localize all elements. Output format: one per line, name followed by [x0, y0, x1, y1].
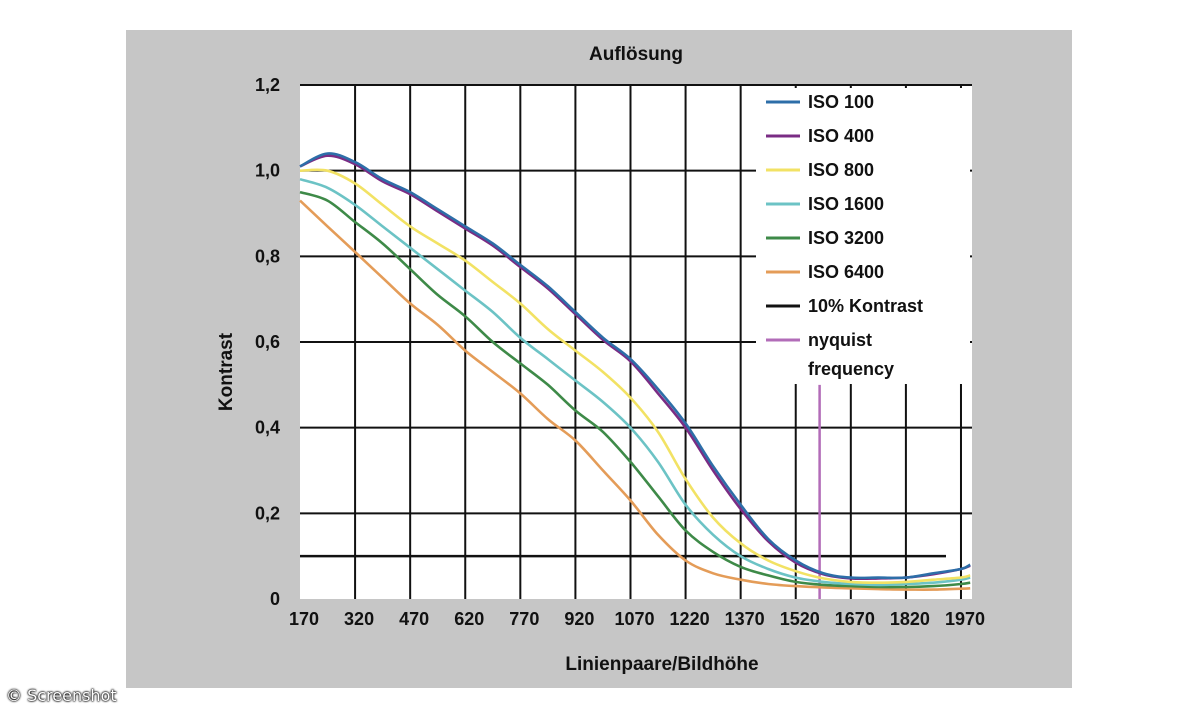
- x-tick-label: 1970: [945, 609, 985, 629]
- legend-label: ISO 6400: [808, 262, 884, 282]
- legend-item: ISO 3200: [766, 228, 884, 248]
- legend-item: ISO 800: [766, 160, 874, 180]
- resolution-chart: Auflösung Kontrast Linienpaare/Bildhöhe …: [216, 44, 985, 675]
- chart-title: Auflösung: [589, 44, 683, 65]
- series-line-iso-6400: [299, 199, 971, 591]
- x-tick-label: 770: [509, 609, 539, 629]
- legend-item: ISO 100: [766, 92, 874, 112]
- x-tick-label: 1520: [780, 609, 820, 629]
- legend-item: ISO 1600: [766, 194, 884, 214]
- legend-label: ISO 1600: [808, 194, 884, 214]
- y-tick-label: 0,4: [255, 418, 280, 438]
- x-tick-label: 1670: [835, 609, 875, 629]
- x-tick-label: 170: [289, 609, 319, 629]
- legend: ISO 100 ISO 400 ISO 800 ISO 1600 ISO 3200 ISO…: [756, 88, 970, 384]
- y-tick-label: 0,8: [255, 246, 280, 266]
- x-tick-label: 1220: [670, 609, 710, 629]
- series-line-iso-100: [299, 152, 971, 580]
- y-tick-label: 0,6: [255, 332, 280, 352]
- series-line-iso-3200: [299, 190, 971, 589]
- legend-item: nyquist frequency: [766, 330, 894, 379]
- legend-label: ISO 100: [808, 92, 874, 112]
- y-tick-label: 0: [270, 589, 280, 609]
- series-line-iso-800: [299, 168, 971, 584]
- series-line-iso-1600: [299, 177, 971, 587]
- legend-item: ISO 400: [766, 126, 874, 146]
- x-tick-label: 1370: [725, 609, 765, 629]
- x-tick-label: 1070: [614, 609, 654, 629]
- x-tick-label: 320: [344, 609, 374, 629]
- series-group: [299, 152, 971, 591]
- reference-lines: [300, 384, 946, 599]
- y-axis-label: Kontrast: [216, 332, 237, 411]
- y-tick-label: 1,2: [255, 75, 280, 95]
- legend-label: 10% Kontrast: [808, 296, 923, 316]
- x-tick-label: 470: [399, 609, 429, 629]
- legend-label: nyquist: [808, 330, 872, 350]
- y-tick-label: 1,0: [255, 161, 280, 181]
- tick-labels: 170 320 470 620 770 920 1070 1220 1370 1520 1670 18…: [255, 75, 985, 629]
- x-tick-label: 920: [564, 609, 594, 629]
- legend-item: 10% Kontrast: [766, 296, 923, 316]
- legend-label: frequency: [808, 359, 894, 379]
- y-tick-label: 0,2: [255, 503, 280, 523]
- legend-label: ISO 800: [808, 160, 874, 180]
- legend-label: ISO 3200: [808, 228, 884, 248]
- x-axis-label: Linienpaare/Bildhöhe: [565, 654, 758, 675]
- x-tick-label: 620: [454, 609, 484, 629]
- chart-panel: Auflösung Kontrast Linienpaare/Bildhöhe …: [126, 30, 1072, 688]
- x-tick-label: 1820: [890, 609, 930, 629]
- watermark: © Screenshot: [6, 686, 117, 705]
- legend-label: ISO 400: [808, 126, 874, 146]
- legend-item: ISO 6400: [766, 262, 884, 282]
